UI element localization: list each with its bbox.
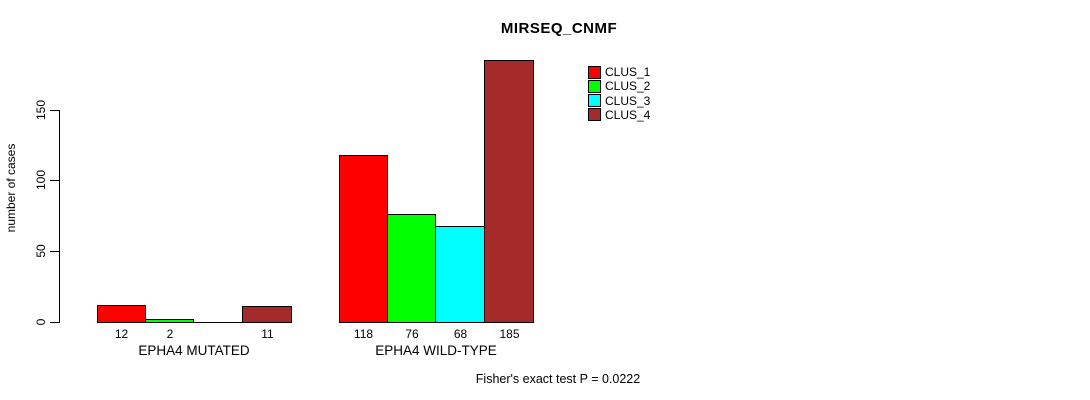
y-tick-mark <box>50 322 59 323</box>
legend-label: CLUS_4 <box>605 108 651 122</box>
y-tick-label: 150 <box>34 99 48 121</box>
bar <box>97 305 146 323</box>
x-axis-category-label: EPHA4 MUTATED <box>138 343 250 358</box>
legend-swatch <box>588 66 601 79</box>
legend-swatch <box>588 94 601 107</box>
y-tick-label: 50 <box>34 244 48 258</box>
bar-zero <box>193 322 243 323</box>
bar-value-label: 68 <box>453 327 468 341</box>
x-axis-category-label: EPHA4 WILD-TYPE <box>375 343 497 358</box>
bar-value-label: 185 <box>499 327 520 341</box>
y-tick-label: 0 <box>34 318 48 326</box>
legend-label: CLUS_2 <box>605 79 651 93</box>
chart-title: MIRSEQ_CNMF <box>500 20 618 37</box>
pvalue-annotation: Fisher's exact test P = 0.0222 <box>475 372 641 386</box>
y-tick-mark <box>50 110 59 111</box>
bar-value-label: 12 <box>114 327 129 341</box>
legend-label: CLUS_3 <box>605 94 651 108</box>
bar <box>145 319 194 323</box>
bar <box>387 214 436 323</box>
bar <box>242 306 292 323</box>
bar <box>435 226 485 323</box>
bar-value-label: 11 <box>261 327 274 341</box>
legend-swatch <box>588 80 601 93</box>
bar-value-label: 118 <box>353 327 374 341</box>
y-tick-label: 100 <box>34 169 48 191</box>
bar <box>484 60 534 323</box>
legend-swatch <box>588 108 601 121</box>
y-tick-mark <box>50 180 59 181</box>
y-axis-line <box>59 110 60 323</box>
y-tick-mark <box>50 251 59 252</box>
y-axis-title: number of cases <box>4 143 18 233</box>
bar <box>339 155 388 323</box>
bar-value-label: 76 <box>405 327 419 341</box>
legend-label: CLUS_1 <box>605 65 651 79</box>
bar-value-label: 2 <box>166 327 174 341</box>
